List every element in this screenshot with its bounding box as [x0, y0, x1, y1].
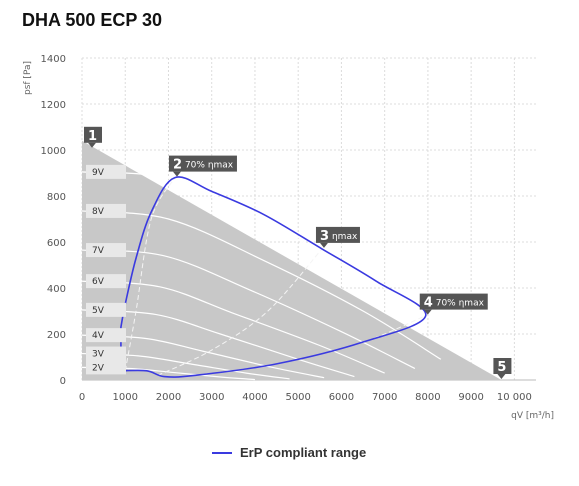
x-tick-label: 3000 — [199, 392, 224, 403]
y-tick-label: 600 — [47, 238, 66, 249]
x-tick-label: 8000 — [415, 392, 440, 403]
y-tick-label: 1000 — [41, 146, 66, 157]
voltage-label-bg — [86, 302, 126, 317]
operating-point-box — [168, 155, 237, 172]
operating-point-number: 4 — [424, 296, 433, 311]
operating-point-box — [419, 293, 488, 310]
y-tick-label: 1400 — [41, 54, 66, 65]
x-tick-label: 4000 — [242, 392, 267, 403]
y-tick-label: 200 — [47, 330, 66, 341]
operating-point-pointer — [172, 171, 181, 177]
efficiency-line-2 — [157, 248, 323, 376]
operating-point-label: 70% ηmax — [185, 161, 234, 171]
x-tick-label: 10 000 — [497, 392, 532, 403]
voltage-label-bg — [86, 360, 126, 375]
operating-point-pointer — [497, 374, 506, 379]
operating-point-4: 4 70% ηmax — [419, 293, 488, 315]
operating-point-box — [315, 226, 360, 243]
operating-point-1: 1 — [84, 126, 102, 148]
x-tick-label: 2000 — [156, 392, 181, 403]
efficiency-line-1 — [124, 177, 176, 371]
operating-point-pointer — [423, 309, 432, 315]
y-tick-label: 1200 — [41, 100, 66, 111]
legend-label-erp: ErP compliant range — [240, 445, 367, 460]
operating-point-label: 70% ηmax — [436, 299, 485, 309]
operating-point-number: 5 — [497, 360, 506, 375]
y-tick-label: 0 — [60, 376, 66, 387]
operating-point-box — [84, 126, 102, 143]
x-tick-label: 9000 — [458, 392, 483, 403]
operating-envelope — [82, 140, 502, 380]
y-tick-label: 800 — [47, 192, 66, 203]
voltage-label-bg — [86, 328, 126, 343]
operating-point-label: ηmax — [332, 232, 358, 242]
x-tick-label: 6000 — [329, 392, 354, 403]
voltage-label-bg — [86, 243, 126, 258]
y-tick-label: 400 — [47, 284, 66, 295]
series-layer — [120, 176, 427, 378]
operating-point-5: 5 — [493, 358, 512, 379]
voltage-label-layer: 9V 8V 7V 6V 5V 4V 3V 2V — [86, 164, 126, 375]
operating-point-number: 3 — [320, 229, 329, 244]
voltage-label-bg — [86, 346, 126, 361]
voltage-label-7V: 7V — [92, 246, 105, 256]
voltage-label-bg — [86, 203, 126, 218]
x-tick-label: 0 — [79, 392, 85, 403]
envelope-layer — [82, 140, 502, 380]
voltage-label-6V: 6V — [92, 277, 105, 287]
voltage-label-bg — [86, 164, 126, 179]
voltage-label-2V: 2V — [92, 363, 105, 373]
erp-range-curve — [120, 176, 427, 378]
legend-swatch-erp — [212, 451, 232, 454]
voltage-label-4V: 4V — [92, 331, 105, 341]
operating-point-3: 3 ηmax — [315, 226, 360, 248]
x-tick-label: 7000 — [372, 392, 397, 403]
voltage-curve-7V — [81, 249, 416, 370]
x-tick-label: 5000 — [285, 392, 310, 403]
voltage-curve-6V — [81, 280, 385, 374]
voltage-curve-9V — [81, 171, 472, 349]
y-axis-label: psf [Pa] — [23, 61, 33, 95]
operating-point-number: 2 — [173, 158, 182, 173]
x-axis-label: qV [m³/h] — [511, 411, 554, 421]
operating-point-pointer — [319, 242, 328, 248]
operating-point-box — [493, 358, 512, 374]
voltage-curve-layer — [81, 171, 472, 381]
voltage-label-9V: 9V — [92, 168, 105, 178]
voltage-label-5V: 5V — [92, 306, 105, 316]
x-tick-label: 1000 — [113, 392, 138, 403]
operating-point-number: 1 — [88, 129, 97, 144]
operating-point-pointer — [88, 142, 96, 148]
voltage-curve-5V — [81, 309, 355, 378]
voltage-label-bg — [86, 274, 126, 289]
voltage-label-3V: 3V — [92, 350, 105, 360]
voltage-curve-8V — [81, 210, 442, 360]
operating-point-2: 2 70% ηmax — [168, 155, 237, 177]
legend[interactable]: ErP compliant range — [212, 445, 366, 460]
chart-title: DHA 500 ECP 30 — [22, 10, 163, 30]
voltage-label-8V: 8V — [92, 207, 105, 217]
